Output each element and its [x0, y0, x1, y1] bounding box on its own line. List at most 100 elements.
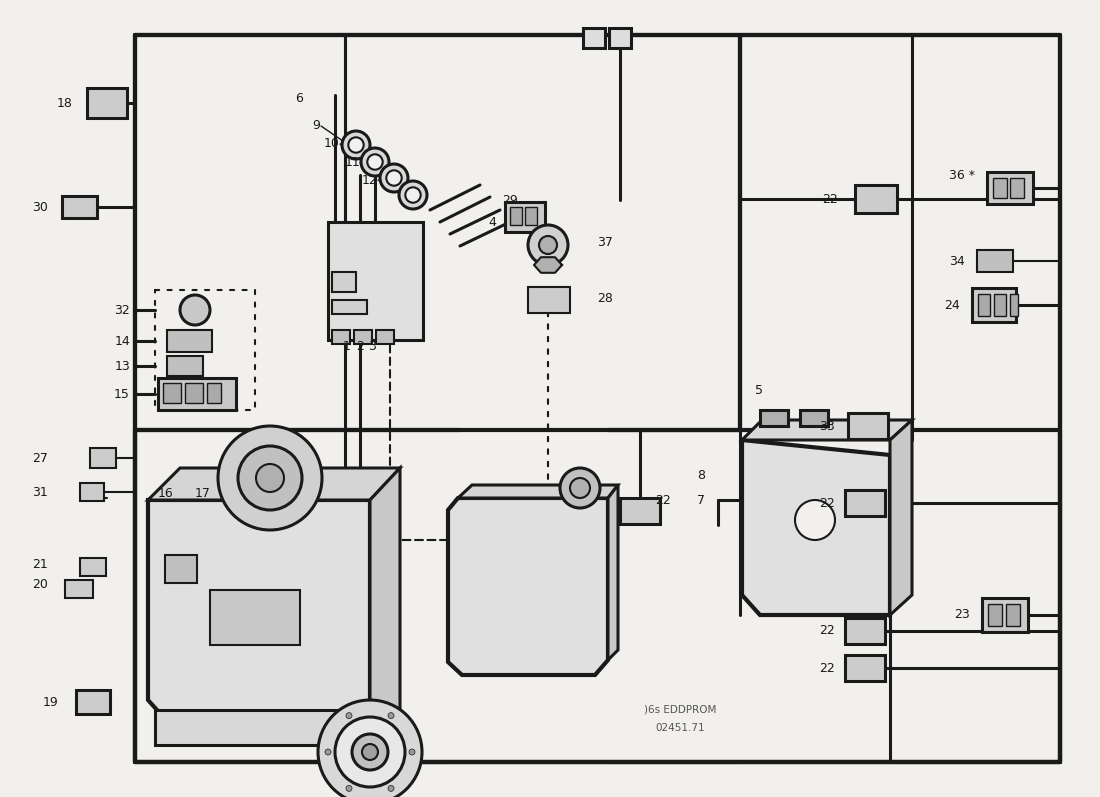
Text: 9: 9 — [312, 119, 320, 132]
Polygon shape — [890, 420, 912, 615]
Text: 22: 22 — [654, 493, 671, 507]
Text: 8: 8 — [697, 469, 705, 481]
Bar — [165, 555, 197, 583]
Circle shape — [570, 478, 590, 498]
Bar — [505, 202, 544, 232]
Text: 31: 31 — [32, 485, 48, 498]
Text: 28: 28 — [597, 292, 613, 304]
Circle shape — [405, 187, 420, 202]
Text: 24: 24 — [944, 299, 960, 312]
Polygon shape — [534, 257, 562, 273]
Text: 15: 15 — [114, 387, 130, 401]
Text: 3: 3 — [368, 340, 376, 352]
Text: 30: 30 — [32, 201, 48, 214]
Bar — [528, 287, 570, 313]
Circle shape — [539, 236, 557, 254]
Bar — [978, 294, 990, 316]
Circle shape — [409, 749, 415, 755]
Text: 12: 12 — [361, 174, 377, 186]
Bar — [80, 558, 106, 576]
Circle shape — [349, 137, 364, 153]
Circle shape — [361, 148, 389, 176]
Circle shape — [256, 464, 284, 492]
Bar — [982, 598, 1028, 632]
Circle shape — [346, 713, 352, 719]
Circle shape — [238, 446, 302, 510]
Bar — [167, 330, 212, 352]
Polygon shape — [370, 468, 400, 730]
Text: 33: 33 — [820, 419, 835, 433]
Text: 1: 1 — [343, 340, 351, 352]
Circle shape — [318, 700, 422, 797]
Text: 18: 18 — [57, 96, 73, 109]
Circle shape — [218, 426, 322, 530]
Bar — [994, 294, 1006, 316]
Circle shape — [386, 171, 402, 186]
Bar — [185, 383, 204, 403]
Text: 23: 23 — [955, 608, 970, 622]
Text: )6s EDDPROM: )6s EDDPROM — [644, 705, 716, 715]
Bar — [62, 196, 97, 218]
Bar — [510, 207, 522, 225]
Polygon shape — [742, 440, 890, 615]
Bar — [760, 410, 788, 426]
Text: 22: 22 — [820, 662, 835, 674]
Bar — [76, 690, 110, 714]
Bar — [525, 207, 537, 225]
Circle shape — [795, 500, 835, 540]
Bar — [332, 272, 356, 292]
Bar — [90, 448, 116, 468]
Circle shape — [336, 717, 405, 787]
Text: 21: 21 — [32, 559, 48, 571]
Bar — [845, 618, 886, 644]
Bar — [163, 383, 182, 403]
Bar — [155, 710, 365, 745]
Circle shape — [560, 468, 600, 508]
Bar — [977, 250, 1013, 272]
Bar — [987, 172, 1033, 204]
Bar — [332, 330, 350, 344]
Polygon shape — [448, 498, 608, 675]
Text: 20: 20 — [32, 579, 48, 591]
Bar — [210, 590, 300, 645]
Circle shape — [367, 155, 383, 170]
Bar — [855, 185, 896, 213]
Bar — [65, 580, 94, 598]
Text: 29: 29 — [502, 194, 518, 206]
Circle shape — [379, 164, 408, 192]
Bar — [80, 483, 104, 501]
Bar — [845, 490, 886, 516]
Bar — [972, 288, 1016, 322]
Bar — [800, 410, 828, 426]
Polygon shape — [148, 468, 400, 500]
Text: 17: 17 — [195, 486, 211, 500]
Text: 13: 13 — [114, 359, 130, 372]
Bar — [988, 604, 1002, 626]
Text: 27: 27 — [32, 451, 48, 465]
Text: 19: 19 — [42, 696, 58, 709]
Bar — [328, 222, 424, 340]
Circle shape — [528, 225, 568, 265]
Text: 37: 37 — [597, 235, 613, 249]
Circle shape — [362, 744, 378, 760]
Text: 16: 16 — [158, 486, 174, 500]
Polygon shape — [458, 485, 618, 498]
Bar — [1010, 178, 1024, 198]
Bar — [354, 330, 372, 344]
Text: 2: 2 — [356, 340, 364, 352]
Bar — [993, 178, 1007, 198]
Circle shape — [324, 749, 331, 755]
Bar — [1006, 604, 1020, 626]
Text: 4: 4 — [488, 215, 496, 229]
Circle shape — [388, 713, 394, 719]
Text: 22: 22 — [820, 625, 835, 638]
Text: 22: 22 — [823, 193, 838, 206]
Text: 10: 10 — [324, 136, 340, 150]
Bar — [583, 28, 605, 48]
Text: 36 *: 36 * — [949, 168, 975, 182]
Bar — [167, 356, 204, 376]
Circle shape — [346, 785, 352, 791]
Bar — [158, 378, 236, 410]
Text: 11: 11 — [344, 155, 360, 168]
Text: 02451.71: 02451.71 — [656, 723, 705, 733]
